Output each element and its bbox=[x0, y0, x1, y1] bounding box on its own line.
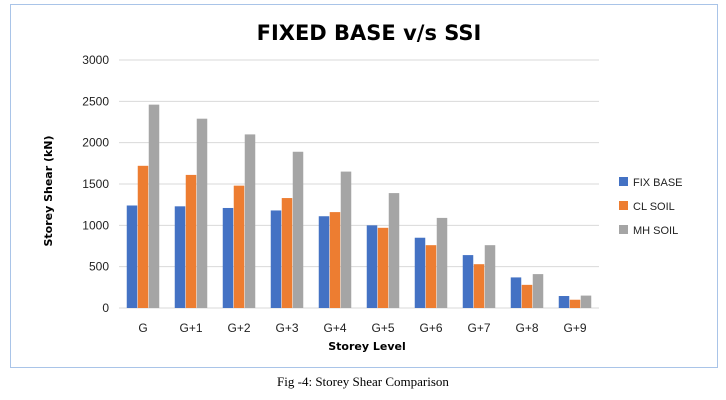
bar-cl-soil bbox=[281, 198, 293, 308]
legend-swatch bbox=[619, 225, 628, 234]
bar-cl-soil bbox=[521, 284, 533, 308]
bar-mh-soil bbox=[388, 193, 400, 308]
bar-fix-base bbox=[462, 255, 474, 308]
bar-cl-soil bbox=[569, 299, 581, 308]
x-tick-label: G bbox=[138, 321, 147, 335]
legend: FIX BASE CL SOIL MH SOIL bbox=[619, 177, 683, 237]
bar-mh-soil bbox=[340, 171, 352, 308]
y-tick-label: 2000 bbox=[82, 136, 109, 150]
legend-label: CL SOIL bbox=[633, 201, 675, 213]
bar-fix-base bbox=[366, 225, 378, 308]
x-tick-label: G+5 bbox=[371, 321, 394, 335]
bar-cl-soil bbox=[233, 185, 245, 308]
y-tick-label: 2500 bbox=[82, 94, 109, 108]
legend-swatch bbox=[619, 177, 628, 186]
bar-mh-soil bbox=[532, 274, 544, 308]
bar-mh-soil bbox=[148, 104, 160, 308]
y-tick-label: 3000 bbox=[82, 53, 109, 67]
x-tick-label: G+2 bbox=[227, 321, 250, 335]
chart-svg: FIXED BASE v/s SSI 0 500 1000 1500 2000 2500 3… bbox=[42, 21, 683, 353]
bar-cl-soil bbox=[377, 227, 389, 308]
bar-fix-base bbox=[414, 237, 426, 308]
bar-cl-soil bbox=[425, 245, 437, 308]
bar-fix-base bbox=[270, 210, 282, 308]
chart-title: FIXED BASE v/s SSI bbox=[257, 21, 482, 45]
bar-cl-soil bbox=[473, 264, 485, 308]
x-tick-label: G+6 bbox=[419, 321, 442, 335]
bar-cl-soil bbox=[185, 174, 197, 308]
x-tick-label: G+9 bbox=[563, 321, 586, 335]
legend-swatch bbox=[619, 201, 628, 210]
y-axis-label: Storey Shear (kN) bbox=[42, 135, 55, 246]
x-tick-labels: G G+1 G+2 G+3 G+4 G+5 G+6 G+7 G+8 G+9 bbox=[138, 321, 587, 335]
x-tick-label: G+4 bbox=[323, 321, 346, 335]
chart-figure: FIXED BASE v/s SSI 0 500 1000 1500 2000 2500 3… bbox=[10, 4, 718, 368]
bar-cl-soil bbox=[329, 212, 341, 308]
bar-fix-base bbox=[510, 277, 522, 308]
x-tick-label: G+3 bbox=[275, 321, 298, 335]
bars bbox=[126, 104, 592, 309]
bar-mh-soil bbox=[580, 295, 592, 308]
x-tick-label: G+8 bbox=[515, 321, 538, 335]
bar-fix-base bbox=[558, 296, 570, 308]
bar-mh-soil bbox=[196, 118, 208, 309]
legend-label: MH SOIL bbox=[633, 225, 678, 237]
y-tick-labels: 0 500 1000 1500 2000 2500 3000 bbox=[82, 53, 109, 315]
bar-cl-soil bbox=[137, 165, 149, 308]
bar-fix-base bbox=[126, 205, 138, 308]
bar-fix-base bbox=[318, 216, 330, 308]
figure-caption: Fig -4: Storey Shear Comparison bbox=[277, 374, 449, 389]
legend-label: FIX BASE bbox=[633, 177, 683, 189]
y-tick-label: 1000 bbox=[82, 218, 109, 232]
bar-fix-base bbox=[174, 206, 186, 308]
y-tick-label: 1500 bbox=[82, 177, 109, 191]
bar-mh-soil bbox=[244, 134, 256, 308]
bar-fix-base bbox=[222, 207, 234, 308]
bar-mh-soil bbox=[436, 217, 448, 308]
bar-mh-soil bbox=[292, 151, 304, 308]
x-tick-label: G+1 bbox=[179, 321, 202, 335]
x-axis-label: Storey Level bbox=[328, 340, 406, 353]
y-tick-label: 500 bbox=[89, 260, 109, 274]
x-tick-label: G+7 bbox=[467, 321, 490, 335]
bar-mh-soil bbox=[484, 245, 496, 308]
y-tick-label: 0 bbox=[102, 301, 109, 315]
